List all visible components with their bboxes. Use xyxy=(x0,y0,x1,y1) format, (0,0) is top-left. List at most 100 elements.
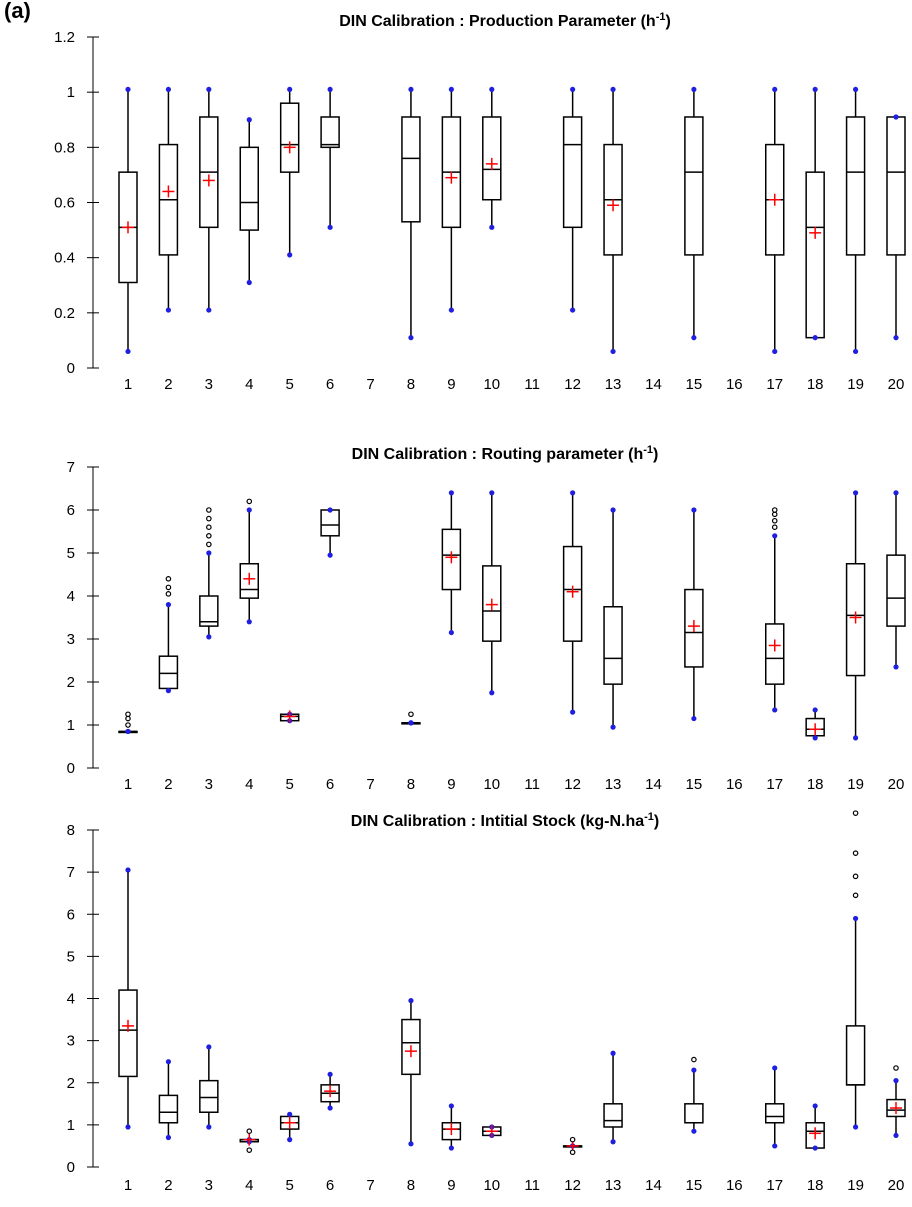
box-13 xyxy=(603,1050,623,1145)
x-tick-label: 13 xyxy=(605,776,622,793)
whisker-end-upper xyxy=(812,1103,818,1109)
whisker-end-lower xyxy=(772,1143,778,1149)
x-tick-label: 14 xyxy=(645,376,662,393)
box-body xyxy=(199,595,219,627)
whisker-end-upper xyxy=(327,507,333,513)
x-tick-label: 20 xyxy=(888,376,905,393)
box-4 xyxy=(239,498,260,625)
whisker-end-lower xyxy=(408,1141,414,1147)
box-body xyxy=(562,545,583,642)
y-tick-label: 8 xyxy=(67,822,75,839)
whisker-end-lower xyxy=(448,629,454,636)
box-6 xyxy=(320,507,340,558)
whisker-end-lower xyxy=(812,1145,818,1151)
whisker-end-lower xyxy=(610,724,616,730)
whisker-end-upper xyxy=(287,1111,293,1117)
chart-title-end: ) xyxy=(654,813,659,830)
x-tick-label: 5 xyxy=(286,776,294,793)
box-body xyxy=(158,655,179,690)
x-tick-label: 19 xyxy=(847,1177,864,1194)
x-tick-label: 7 xyxy=(366,1177,374,1194)
y-tick-label: 0 xyxy=(67,360,75,377)
x-tick-label: 4 xyxy=(245,376,253,393)
x-tick-label: 18 xyxy=(807,1177,824,1194)
chart-title-sup: -1 xyxy=(656,11,666,23)
x-tick-label: 15 xyxy=(686,776,703,793)
box-12 xyxy=(562,86,583,313)
x-tick-label: 8 xyxy=(407,376,415,393)
whisker-end-upper xyxy=(489,86,495,93)
x-tick-label: 8 xyxy=(407,1177,415,1194)
x-tick-label: 12 xyxy=(564,376,581,393)
box-18 xyxy=(805,86,825,341)
box-18 xyxy=(805,1103,825,1151)
box-body xyxy=(401,116,421,223)
whisker-end-upper xyxy=(448,86,454,93)
whisker-end-lower xyxy=(206,307,212,313)
whisker-end-lower xyxy=(570,307,576,313)
chart-title: DIN Calibration : Production Parameter (… xyxy=(339,11,671,30)
box-3 xyxy=(199,86,219,313)
x-tick-label: 12 xyxy=(564,1177,581,1194)
chart-1: DIN Calibration : Production Parameter (… xyxy=(54,11,906,393)
y-tick-label: 2 xyxy=(67,1075,75,1092)
outlier-point xyxy=(771,507,778,513)
box-body xyxy=(845,563,866,677)
box-body xyxy=(441,528,462,591)
whisker-end-lower xyxy=(165,1134,172,1141)
whisker-end-lower xyxy=(448,1145,454,1151)
box-body xyxy=(320,116,340,149)
y-tick-label: 7 xyxy=(67,459,75,476)
box-8 xyxy=(401,998,421,1147)
y-tick-label: 0 xyxy=(67,760,75,777)
chart-title-main: DIN Calibration : Routing parameter (h xyxy=(352,446,644,463)
whisker-end-upper xyxy=(125,86,131,93)
box-body xyxy=(805,171,825,339)
whisker-end-upper xyxy=(772,1065,778,1071)
whisker-end-lower xyxy=(570,709,576,715)
whisker-end-lower xyxy=(852,1124,859,1130)
outlier-point xyxy=(246,1147,253,1153)
whisker-end-lower xyxy=(893,664,899,670)
whisker-end-upper xyxy=(812,86,818,93)
x-tick-label: 5 xyxy=(286,376,294,393)
chart-title-sup: -1 xyxy=(644,811,654,823)
whisker-end-lower xyxy=(287,1137,293,1143)
whisker-end-upper xyxy=(570,86,576,93)
y-tick-label: 4 xyxy=(67,991,75,1008)
whisker-end-upper xyxy=(893,490,899,496)
y-tick-label: 5 xyxy=(67,948,75,965)
whisker-end-lower xyxy=(125,1124,131,1130)
x-tick-label: 7 xyxy=(366,376,374,393)
whisker-end-lower xyxy=(246,619,252,625)
whisker-end-upper xyxy=(246,507,252,513)
whisker-end-lower xyxy=(206,1124,212,1130)
box-19 xyxy=(845,810,866,1130)
whisker-end-lower xyxy=(691,335,697,341)
x-tick-label: 9 xyxy=(447,776,455,793)
whisker-end-upper xyxy=(852,86,859,93)
whisker-end-upper xyxy=(852,490,859,496)
box-19 xyxy=(845,490,866,741)
whisker-end-upper xyxy=(206,1044,212,1050)
whisker-end-upper xyxy=(125,867,131,873)
box-12 xyxy=(562,1136,583,1156)
chart-3: DIN Calibration : Intitial Stock (kg-N.h… xyxy=(67,810,906,1194)
outlier-point xyxy=(165,575,172,582)
box-body xyxy=(239,146,260,231)
whisker-end-lower xyxy=(812,335,818,341)
whisker-end-upper xyxy=(691,1067,697,1073)
outlier-point xyxy=(206,515,212,522)
box-body xyxy=(239,563,260,599)
whisker-end-upper xyxy=(206,86,212,93)
x-tick-label: 6 xyxy=(326,776,334,793)
outlier-point xyxy=(893,1065,899,1071)
whisker-end-lower xyxy=(327,224,333,230)
box-body xyxy=(684,1103,704,1124)
box-20 xyxy=(886,114,906,341)
x-tick-label: 8 xyxy=(407,776,415,793)
x-tick-label: 4 xyxy=(245,776,253,793)
x-tick-label: 18 xyxy=(807,376,824,393)
box-body xyxy=(118,989,138,1078)
